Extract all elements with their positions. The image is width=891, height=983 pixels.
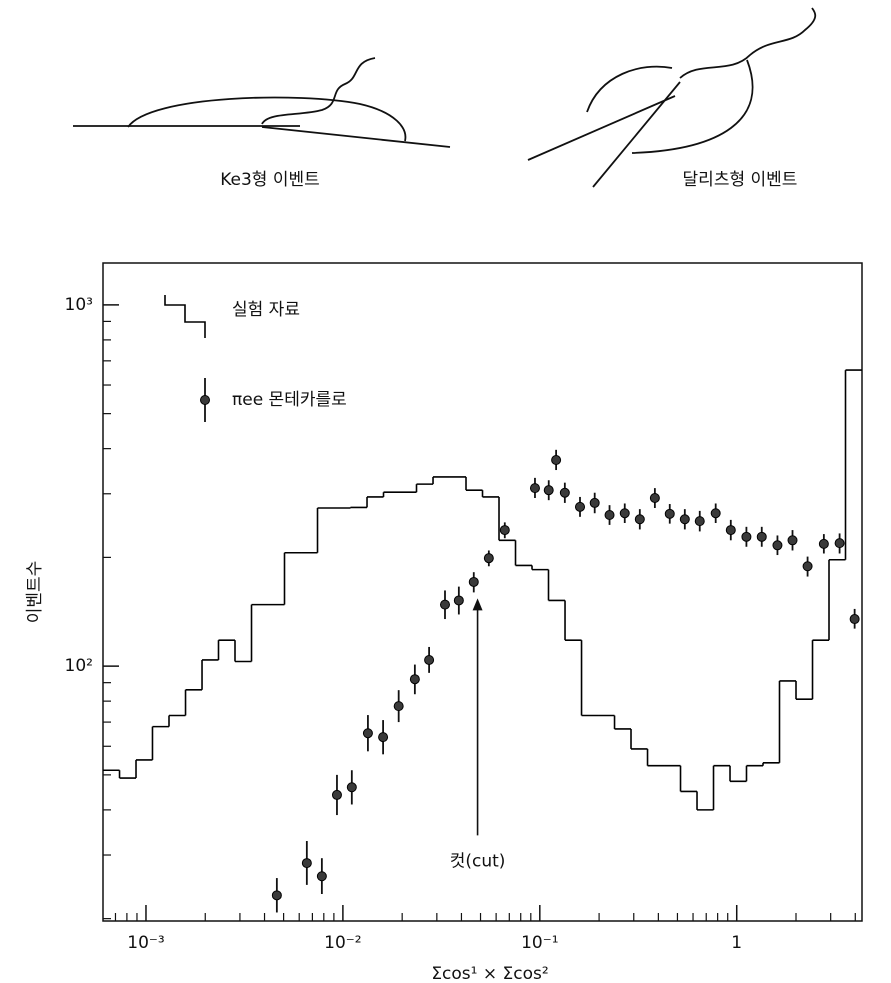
x-tick-label: 1 xyxy=(731,933,742,953)
ke3-diagram xyxy=(73,57,451,148)
data-point xyxy=(362,728,373,739)
data-point xyxy=(483,553,494,564)
data-point xyxy=(378,732,389,743)
data-point xyxy=(559,487,570,498)
track xyxy=(527,95,676,161)
data-point xyxy=(619,508,630,519)
annotation-label: 컷(cut) xyxy=(450,851,506,871)
data-point xyxy=(604,510,615,521)
track xyxy=(679,7,817,79)
y-tick-label: 10² xyxy=(65,656,93,676)
track xyxy=(592,81,681,188)
data-point xyxy=(787,535,798,546)
data-point xyxy=(271,890,282,901)
data-point xyxy=(331,789,342,800)
data-point xyxy=(346,782,357,793)
diagram-label: 달리츠형 이벤트 xyxy=(683,170,798,190)
legend-label: πee 몬테카를로 xyxy=(232,390,347,410)
data-point xyxy=(694,516,705,527)
data-point xyxy=(649,493,660,504)
plot-frame xyxy=(102,262,863,922)
data-point xyxy=(499,525,510,536)
diagram-label: Ke3형 이벤트 xyxy=(220,170,320,190)
x-tick-label: 10⁻² xyxy=(324,933,361,953)
data-point xyxy=(756,531,767,542)
data-point xyxy=(468,576,479,587)
data-point xyxy=(679,514,690,525)
data-point xyxy=(589,497,600,508)
data-point xyxy=(741,531,752,542)
data-point xyxy=(409,674,420,685)
legend-label: 실험 자료 xyxy=(232,300,300,320)
data-point xyxy=(849,614,860,625)
data-point xyxy=(575,501,586,512)
x-axis-label: Σcos¹ × Σcos² xyxy=(431,964,548,983)
track xyxy=(261,126,451,148)
data-point xyxy=(439,599,450,610)
data-point xyxy=(529,483,540,494)
data-point xyxy=(424,654,435,665)
track xyxy=(631,59,754,154)
data-point xyxy=(725,525,736,536)
data-point xyxy=(634,514,645,525)
data-point xyxy=(393,701,404,712)
legend-swatch xyxy=(164,295,206,338)
data-point xyxy=(802,561,813,572)
arrow-head xyxy=(472,598,483,611)
track xyxy=(261,57,376,125)
data-point xyxy=(551,455,562,466)
data-point xyxy=(710,508,721,519)
track xyxy=(127,96,407,142)
data-point xyxy=(818,538,829,549)
data-point xyxy=(543,485,554,496)
data-point xyxy=(834,538,845,549)
data-point xyxy=(664,508,675,519)
track xyxy=(586,65,673,113)
dalitz-diagram xyxy=(527,7,817,188)
x-tick-label: 10⁻³ xyxy=(127,933,164,953)
y-tick-label: 10³ xyxy=(65,295,93,315)
x-tick-label: 10⁻¹ xyxy=(521,933,558,953)
data-point xyxy=(453,595,464,606)
y-axis-label: 이벤트수 xyxy=(25,561,45,624)
data-point xyxy=(301,858,312,869)
data-point xyxy=(772,540,783,551)
data-point xyxy=(316,871,327,882)
legend-swatch xyxy=(200,395,210,405)
